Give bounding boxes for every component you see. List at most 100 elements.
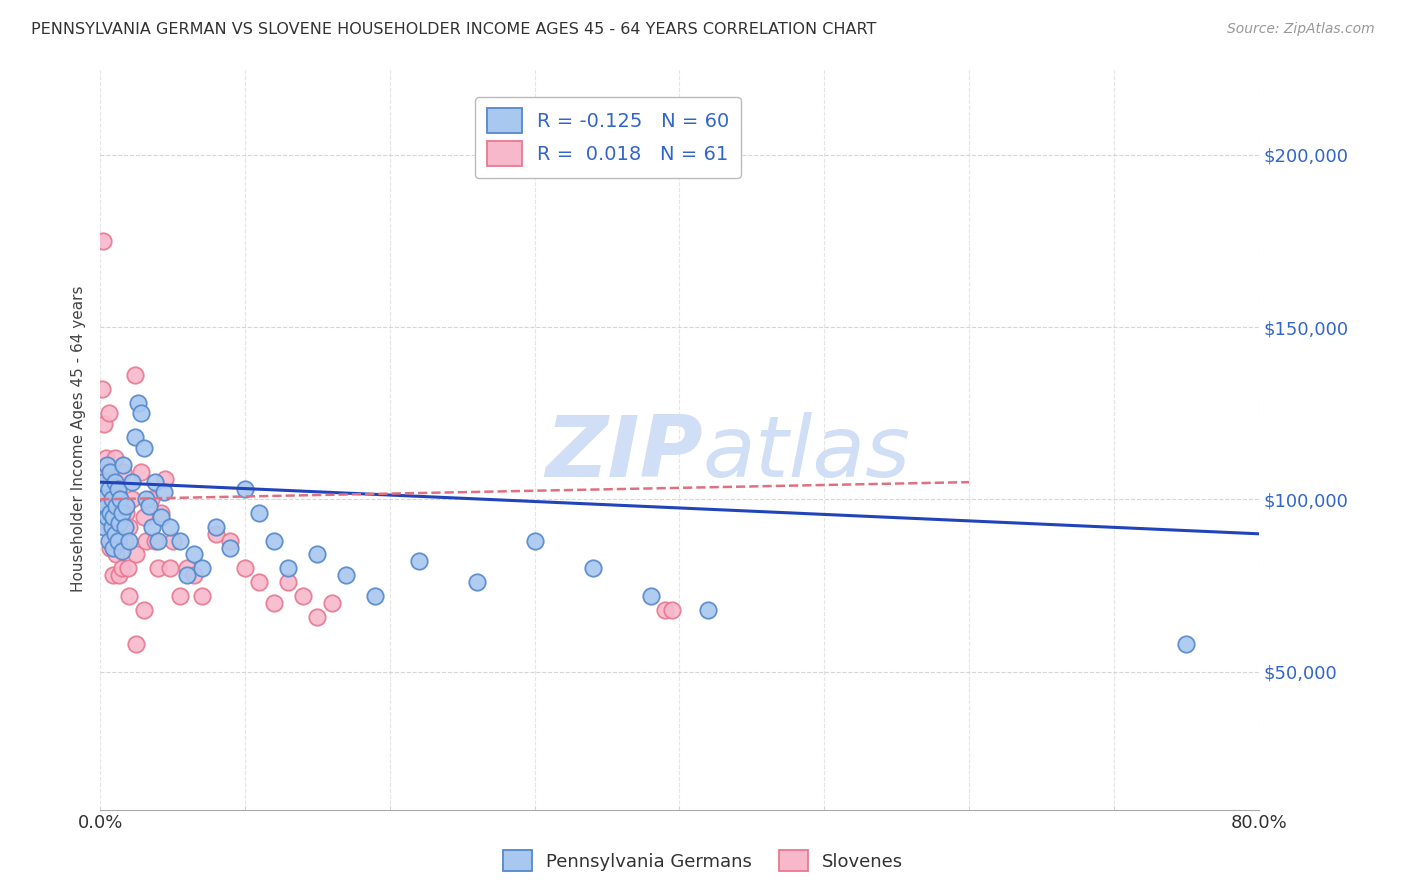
Point	[111, 544, 134, 558]
Point	[97, 482, 120, 496]
Point	[277, 575, 299, 590]
Point	[307, 609, 329, 624]
Point	[153, 485, 176, 500]
Point	[139, 492, 162, 507]
Point	[108, 516, 131, 531]
Point	[98, 500, 121, 514]
Point	[104, 475, 127, 489]
Point	[169, 533, 191, 548]
Text: Source: ZipAtlas.com: Source: ZipAtlas.com	[1227, 22, 1375, 37]
Point	[100, 478, 122, 492]
Point	[100, 520, 122, 534]
Point	[1175, 637, 1198, 651]
Point	[91, 475, 114, 489]
Point	[91, 234, 114, 248]
Point	[146, 561, 169, 575]
Point	[249, 506, 271, 520]
Point	[121, 475, 143, 489]
Point	[129, 465, 152, 479]
Point	[364, 589, 387, 603]
Point	[277, 561, 299, 575]
Point	[112, 465, 135, 479]
Point	[94, 500, 117, 514]
Point	[96, 509, 118, 524]
Point	[183, 548, 205, 562]
Point	[219, 533, 242, 548]
Point	[118, 589, 141, 603]
Point	[90, 492, 112, 507]
Point	[132, 602, 155, 616]
Point	[90, 382, 112, 396]
Point	[141, 520, 163, 534]
Point	[176, 568, 198, 582]
Point	[105, 548, 128, 562]
Point	[169, 589, 191, 603]
Point	[146, 533, 169, 548]
Legend: R = -0.125   N = 60, R =  0.018   N = 61: R = -0.125 N = 60, R = 0.018 N = 61	[475, 96, 741, 178]
Point	[138, 500, 160, 514]
Point	[159, 561, 181, 575]
Point	[94, 500, 117, 514]
Point	[108, 520, 131, 534]
Point	[104, 450, 127, 465]
Point	[93, 417, 115, 431]
Point	[143, 533, 166, 548]
Point	[97, 520, 120, 534]
Point	[125, 548, 148, 562]
Text: PENNSYLVANIA GERMAN VS SLOVENE HOUSEHOLDER INCOME AGES 45 - 64 YEARS CORRELATION: PENNSYLVANIA GERMAN VS SLOVENE HOUSEHOLD…	[31, 22, 876, 37]
Legend: Pennsylvania Germans, Slovenes: Pennsylvania Germans, Slovenes	[495, 843, 911, 879]
Point	[101, 509, 124, 524]
Point	[110, 492, 132, 507]
Point	[101, 568, 124, 582]
Point	[98, 541, 121, 555]
Point	[101, 541, 124, 555]
Point	[143, 475, 166, 489]
Point	[105, 506, 128, 520]
Point	[94, 450, 117, 465]
Point	[263, 596, 285, 610]
Point	[149, 506, 172, 520]
Point	[233, 561, 256, 575]
Point	[581, 561, 603, 575]
Point	[132, 509, 155, 524]
Point	[111, 506, 134, 520]
Point	[125, 637, 148, 651]
Point	[176, 561, 198, 575]
Point	[219, 541, 242, 555]
Point	[93, 520, 115, 534]
Point	[100, 492, 122, 507]
Point	[307, 548, 329, 562]
Point	[104, 526, 127, 541]
Point	[263, 533, 285, 548]
Point	[108, 568, 131, 582]
Point	[111, 561, 134, 575]
Point	[233, 482, 256, 496]
Text: atlas: atlas	[703, 412, 911, 495]
Point	[107, 533, 129, 548]
Point	[291, 589, 314, 603]
Point	[118, 533, 141, 548]
Point	[190, 589, 212, 603]
Point	[96, 458, 118, 472]
Point	[105, 500, 128, 514]
Point	[107, 482, 129, 496]
Point	[183, 568, 205, 582]
Point	[107, 533, 129, 548]
Point	[159, 520, 181, 534]
Point	[249, 575, 271, 590]
Point	[110, 492, 132, 507]
Point	[100, 533, 122, 548]
Point	[97, 533, 120, 548]
Point	[321, 596, 343, 610]
Point	[127, 396, 149, 410]
Point	[155, 472, 177, 486]
Point	[98, 465, 121, 479]
Point	[114, 533, 136, 548]
Point	[132, 441, 155, 455]
Point	[107, 485, 129, 500]
Point	[124, 430, 146, 444]
Point	[408, 554, 430, 568]
Point	[115, 506, 138, 520]
Point	[114, 520, 136, 534]
Point	[117, 561, 139, 575]
